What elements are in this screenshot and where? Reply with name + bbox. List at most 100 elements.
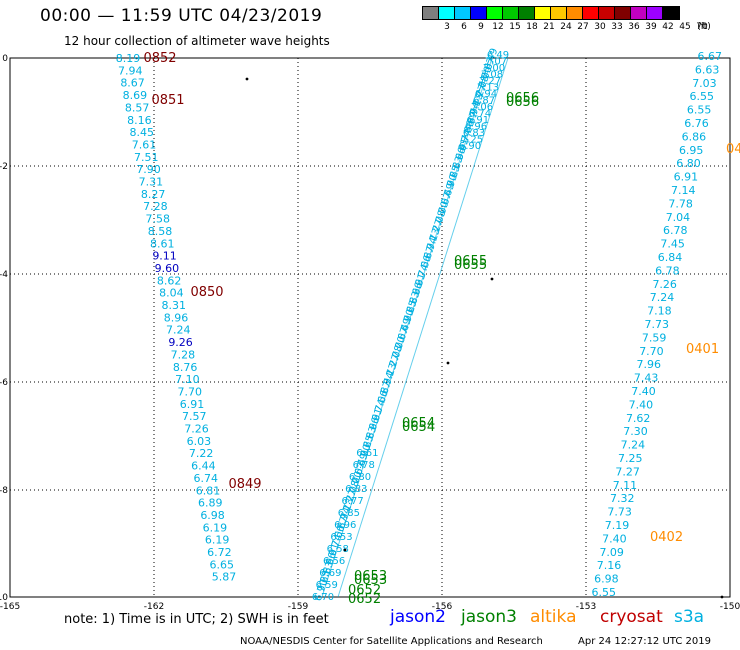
swh-label: 7.14 — [671, 184, 696, 197]
island-marker — [343, 548, 347, 552]
swh-label: 6.55 — [687, 104, 712, 117]
x-tick-label: -162 — [144, 602, 164, 612]
swh-label: 6.83 — [345, 484, 367, 495]
note-text: note: 1) Time is in UTC; 2) SWH is in fe… — [64, 612, 329, 627]
y-tick-label: -10 — [0, 593, 8, 603]
swh-label: 8.69 — [123, 89, 148, 102]
swh-label: 6.55 — [592, 586, 617, 599]
colorbar-swatches — [422, 6, 680, 20]
swh-label: 6.86 — [682, 130, 707, 143]
swh-label: 7.08 — [481, 70, 503, 81]
swh-label: 7.58 — [145, 213, 170, 226]
swh-label: 6.77 — [341, 496, 363, 507]
colorbar-label: 33 — [611, 22, 623, 32]
swh-label: 6.95 — [679, 144, 704, 157]
map-frame — [9, 57, 731, 598]
swh-label: 7.07 — [485, 57, 507, 68]
wave-height-colorbar: 3 6 9 12 15 18 21 24 27 30 33 36 39 42 45 70 (ft) — [422, 6, 711, 34]
legend-cryosat: cryosat — [600, 607, 663, 627]
swh-label: 8.62 — [157, 274, 182, 287]
swh-label: 7.24 — [650, 291, 675, 304]
swh-label: 7.03 — [692, 77, 717, 90]
swh-label: 7.28 — [143, 200, 168, 213]
x-tick-label: -156 — [432, 602, 453, 612]
swh-label: 7.59 — [642, 331, 667, 344]
swh-label: 6.65 — [209, 558, 234, 571]
colorbar-label: 42 — [662, 22, 674, 32]
swh-label: 8.61 — [150, 237, 175, 250]
swh-label: 8.45 — [129, 126, 154, 139]
ground-track-line — [337, 57, 509, 598]
swh-label: 7.24 — [621, 439, 646, 452]
colorbar-swatch — [519, 7, 535, 19]
colorbar-swatch — [631, 7, 647, 19]
swh-label: 6.98 — [594, 573, 619, 586]
time-label: 0654 — [402, 420, 435, 435]
swh-label: 7.19 — [605, 519, 630, 532]
swh-label: 6.98 — [200, 509, 225, 522]
swh-label: 7.62 — [626, 412, 651, 425]
swh-label: 7.40 — [602, 532, 627, 545]
swh-label: 7.30 — [623, 425, 648, 438]
y-tick-label: -4 — [0, 270, 8, 280]
swh-label: 7.73 — [645, 318, 670, 331]
x-tick-label: -165 — [0, 602, 20, 612]
time-label: 0849 — [228, 477, 261, 492]
swh-label: 6.59 — [316, 580, 338, 591]
legend-altika: altika — [530, 607, 577, 627]
colorbar-labels: 3 6 9 12 15 18 21 24 27 30 33 36 39 42 45 70 (ft) — [422, 20, 711, 34]
colorbar-swatch — [535, 7, 551, 19]
colorbar-label: 9 — [478, 22, 484, 32]
colorbar-swatch — [471, 7, 487, 19]
swh-label: 9.26 — [168, 336, 193, 349]
colorbar-label: 6 — [461, 22, 467, 32]
swh-label: 6.49 — [487, 50, 509, 61]
time-label: 0850 — [190, 285, 223, 300]
time-label: 04 — [726, 142, 740, 157]
swh-label: 6.53 — [330, 532, 352, 543]
swh-label: 7.09 — [599, 546, 624, 559]
time-label: 0652 — [348, 583, 381, 598]
swh-label: 8.57 — [125, 101, 150, 114]
swh-label: 6.94 — [475, 89, 497, 100]
swh-label: 7.26 — [184, 423, 209, 436]
x-tick-label: -150 — [720, 602, 740, 612]
colorbar-swatch — [503, 7, 519, 19]
swh-label: 6.81 — [196, 484, 221, 497]
swh-label: 6.78 — [353, 460, 375, 471]
swh-label: 8.58 — [148, 225, 173, 238]
colorbar-swatch — [567, 7, 583, 19]
colorbar-label: 18 — [526, 22, 538, 32]
swh-label: 6.19 — [203, 521, 228, 534]
swh-label: 6.91 — [467, 115, 489, 126]
swh-label: 8.76 — [173, 361, 198, 374]
time-label: 0401 — [686, 342, 719, 357]
colorbar-label: 12 — [492, 22, 504, 32]
swh-label: 7.43 — [634, 372, 659, 385]
time-label: 0655 — [454, 254, 487, 269]
swh-label: 7.25 — [618, 452, 643, 465]
swh-label: 6.89 — [198, 497, 223, 510]
swh-label: 7.27 — [615, 465, 640, 478]
time-label: 0402 — [650, 530, 683, 545]
swh-label: 7.31 — [139, 176, 164, 189]
swh-label: 8.04 — [159, 287, 184, 300]
swh-label: 7.96 — [637, 358, 662, 371]
swh-label: 7.26 — [652, 278, 677, 291]
swh-label: 7.25 — [461, 135, 483, 146]
swh-label: 7.04 — [666, 211, 691, 224]
swh-label: 6.19 — [205, 534, 230, 547]
swh-label: 7.94 — [118, 64, 143, 77]
x-tick-label: -159 — [288, 602, 309, 612]
colorbar-swatch — [615, 7, 631, 19]
island-marker — [245, 77, 249, 81]
colorbar-swatch — [647, 7, 663, 19]
legend-jason3: jason3 — [461, 607, 517, 627]
swh-label: 6.72 — [207, 546, 232, 559]
swh-label: 6.96 — [465, 122, 487, 133]
swh-label: 6.90 — [459, 141, 481, 152]
swh-label: 7.73 — [607, 506, 632, 519]
time-label: 0652 — [348, 592, 381, 607]
colorbar-label: 15 — [509, 22, 521, 32]
colorbar-label: 27 — [577, 22, 589, 32]
